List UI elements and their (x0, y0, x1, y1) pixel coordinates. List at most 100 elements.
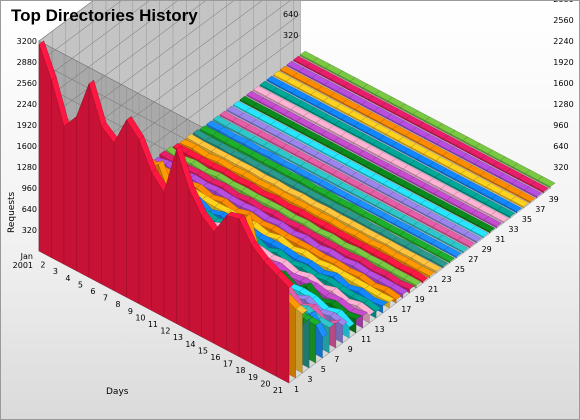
series-ribbon-26 (206, 120, 462, 259)
series-ribbon-37 (279, 65, 536, 204)
y-tick-label-right: 2240 (553, 37, 573, 46)
z-tick-label: 25 (455, 265, 465, 274)
series-side-segment (457, 239, 471, 249)
y-tick-label-left: 640 (22, 205, 37, 214)
y-tick-label-left: 3200 (17, 37, 37, 46)
y-tick-label-right: 2560 (553, 16, 573, 25)
x-axis-title: Days (106, 387, 129, 397)
x-tick-label: 15 (198, 346, 208, 355)
series-side-segment (524, 189, 538, 199)
series-side-segment (484, 219, 497, 229)
series-side-segment (76, 83, 90, 278)
y-tick-label-right: 960 (553, 121, 568, 130)
z-tick-label: 9 (348, 345, 353, 354)
x-tick-label: 10 (135, 313, 145, 322)
series-ribbon-30 (232, 100, 489, 239)
z-tick-label: 3 (307, 375, 312, 384)
series-ribbon-38 (286, 60, 543, 199)
series-ribbon-1 (38, 40, 295, 384)
chart-title: Top Directories History (11, 6, 198, 25)
series-side-segment (263, 261, 277, 377)
x-tick-label: 9 (128, 307, 133, 316)
x-tick-label: 17 (223, 360, 233, 369)
series-ribbon-27 (212, 115, 469, 254)
series-ribbon-40 (299, 50, 556, 189)
z-tick-label: 35 (522, 215, 532, 224)
z-tick-label: 29 (482, 245, 492, 254)
series-side-segment (201, 214, 215, 344)
series-ribbon-39 (293, 55, 549, 194)
z-tick-label: 37 (535, 205, 545, 214)
x-tick-label: 2 (40, 261, 45, 270)
x-tick-label: 14 (185, 340, 195, 349)
y-tick-label-right: 640 (553, 142, 568, 151)
x-tick-label: 13 (173, 333, 183, 342)
series-side-segment (251, 244, 265, 371)
series-side-segment (510, 199, 524, 209)
series-side-segment (477, 224, 491, 234)
x-tick-label: 21 (273, 386, 283, 395)
series-side-segment (126, 119, 140, 305)
series-side-segment (504, 204, 517, 214)
x-tick-label: 6 (90, 287, 95, 296)
series-side-segment (276, 274, 290, 384)
y-tick-label-right: 2880 (553, 1, 573, 4)
series-side-segment (213, 214, 227, 351)
chart-series (38, 40, 556, 384)
z-tick-label: 33 (508, 225, 518, 234)
x-tick-label: 7 (103, 294, 108, 303)
x-tick-label: 12 (160, 327, 170, 336)
x-tick-label: 16 (210, 353, 220, 362)
series-ribbon-36 (273, 70, 529, 209)
series-side-segment (63, 116, 77, 272)
series-side-segment (490, 214, 504, 224)
z-tick-label: 19 (415, 295, 425, 304)
series-ribbon-29 (226, 105, 482, 244)
series-side-segment (537, 179, 551, 189)
y-tick-label-left: 1280 (17, 163, 37, 172)
z-tick-label: 1 (294, 385, 299, 394)
z-tick-label: 13 (374, 325, 384, 334)
series-side-segment (470, 229, 484, 239)
y-tick-label-left: 2560 (17, 79, 37, 88)
x-tick-label: 19 (248, 373, 258, 382)
y-tick-label-left: 1920 (17, 121, 37, 130)
series-side-segment (437, 254, 450, 264)
x-tick-label: 4 (65, 274, 70, 283)
y-tick-label-right: 1280 (553, 100, 573, 109)
z-tick-label: 39 (549, 195, 559, 204)
series-side-segment (423, 264, 437, 274)
y-tick-label-right: 1600 (553, 79, 573, 88)
chart-tick-labels: 3203203206406406409609609601280128012801… (13, 1, 574, 395)
series-side-segment (226, 215, 240, 357)
series-side-segment (151, 171, 165, 318)
y-tick-label-left: 960 (22, 184, 37, 193)
y-tick-label-left: 1600 (17, 142, 37, 151)
y-tick-label-left: 320 (22, 226, 37, 235)
series-side-segment (417, 269, 430, 279)
x-tick-label: 8 (115, 300, 120, 309)
x-tick-label: Jan 2001 (13, 252, 33, 270)
y-tick-label-left: 2240 (17, 100, 37, 109)
series-side-segment (113, 119, 127, 298)
series-side-segment (463, 234, 477, 244)
z-tick-label: 15 (388, 315, 398, 324)
x-tick-label: 5 (78, 280, 83, 289)
y-tick-label-right: 1920 (553, 58, 573, 67)
series-side-segment (188, 189, 202, 338)
z-tick-label: 31 (495, 235, 505, 244)
series-ribbon-35 (266, 75, 522, 214)
z-tick-label: 23 (441, 275, 451, 284)
z-tick-label: 11 (361, 335, 371, 344)
series-ribbon-31 (239, 95, 496, 234)
x-tick-label: 3 (53, 267, 58, 276)
series-side-segment (410, 273, 424, 284)
z-tick-label: 21 (428, 285, 438, 294)
series-ribbon-32 (246, 90, 502, 229)
series-side-segment (38, 44, 52, 258)
series-ribbon-34 (259, 80, 516, 219)
x-tick-label: 11 (148, 320, 158, 329)
z-tick-label: 27 (468, 255, 478, 264)
